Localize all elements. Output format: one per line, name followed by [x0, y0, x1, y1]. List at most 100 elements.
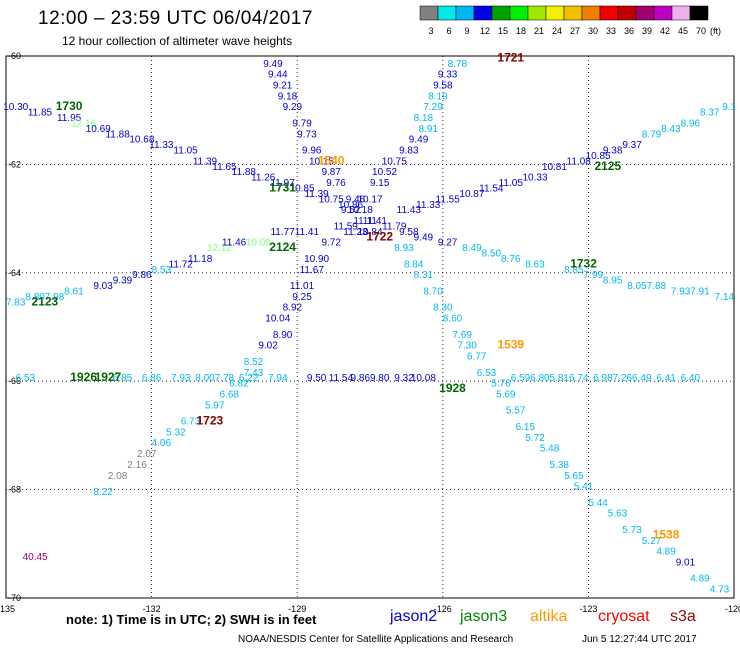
swh-value: 8.19 — [428, 91, 448, 102]
swh-value: 11.39 — [193, 156, 218, 167]
swh-value: 9.58 — [399, 227, 419, 238]
swh-value: 11.95 — [57, 113, 82, 124]
lat-tick-label: -66 — [8, 376, 21, 386]
swh-value: 9.58 — [433, 81, 453, 92]
swh-value: 11.54 — [329, 373, 354, 384]
swh-value: 6.53 — [477, 368, 497, 379]
lon-tick-label: -120 — [725, 604, 740, 614]
swh-value: 7.30 — [457, 341, 477, 352]
swh-value: 8.63 — [525, 259, 545, 270]
swh-value: 10.68 — [129, 135, 154, 146]
swh-value: 8.91 — [419, 124, 439, 135]
colorbar-label: 15 — [498, 26, 508, 36]
pass-time-label: 1723 — [196, 414, 223, 428]
swh-value: 10.52 — [372, 167, 397, 178]
swh-value: 5.48 — [540, 444, 560, 455]
swh-value: 9.03 — [93, 281, 113, 292]
swh-value: 10.08 — [411, 373, 436, 384]
swh-value: 6.80 — [530, 373, 550, 384]
swh-value: 9.52 — [341, 205, 361, 216]
swh-value: 9.18 — [278, 91, 298, 102]
swh-value: 11.18 — [188, 254, 213, 265]
swh-value: 4.89 — [656, 547, 676, 558]
swh-value: 10.75 — [382, 156, 407, 167]
legend-altika: altika — [530, 608, 568, 625]
swh-value: 8.90 — [273, 330, 293, 341]
swh-value: 11.72 — [169, 259, 194, 270]
swh-value: 10.17 — [357, 194, 382, 205]
pass-time-label: 2124 — [269, 240, 296, 254]
colorbar-label: 42 — [660, 26, 670, 36]
swh-value: 9.46 — [346, 194, 366, 205]
pass-time-label: 1928 — [439, 381, 466, 395]
lat-tick-label: -64 — [8, 268, 21, 278]
pass-time-label: 1539 — [497, 338, 524, 352]
swh-value: 11.97 — [270, 178, 295, 189]
swh-value: 9.72 — [321, 238, 341, 249]
pass-time-label: 1722 — [366, 229, 393, 243]
lon-tick-label: -126 — [434, 604, 452, 614]
swh-value: 11.41 — [363, 216, 388, 227]
lon-tick-label: -135 — [0, 604, 15, 614]
swh-value: 11.01 — [290, 281, 315, 292]
swh-value: 2.16 — [127, 460, 147, 471]
swh-value: 9.15 — [370, 178, 390, 189]
swh-value: 11.54 — [479, 184, 504, 195]
page-title: 12:00 – 23:59 UTC 06/04/2017 — [38, 8, 313, 29]
lat-tick-label: -70 — [8, 593, 21, 603]
swh-value: 10.30 — [3, 102, 28, 113]
swh-value: 6.22 — [239, 373, 259, 384]
swh-value: 5.44 — [588, 498, 608, 509]
swh-value: 10.87 — [459, 189, 484, 200]
colorbar-label: 24 — [552, 26, 562, 36]
swh-value: 8.00 — [195, 373, 215, 384]
swh-value: 9.27 — [438, 238, 458, 249]
pass-time-label: 1927 — [95, 370, 122, 384]
swh-value: 5.76 — [491, 379, 511, 390]
swh-value: 8.95 — [603, 276, 623, 287]
pass-time-label: 1730 — [56, 99, 83, 113]
swh-value: 11.33 — [416, 200, 441, 211]
swh-value: 9.38 — [603, 146, 623, 157]
swh-value: 7.93 — [671, 286, 691, 297]
swh-value: 2.07 — [137, 449, 157, 460]
swh-value: 9.02 — [258, 341, 278, 352]
swh-value: 7.91 — [690, 286, 710, 297]
swh-value: 9.83 — [399, 146, 419, 157]
pass-time-label: 2123 — [31, 294, 58, 308]
swh-value: 9.79 — [292, 118, 312, 129]
legend-s3a: s3a — [670, 608, 696, 625]
swh-value: 5.38 — [550, 460, 570, 471]
swh-value: 9.1 — [722, 102, 736, 113]
swh-value: 6.49 — [632, 373, 652, 384]
swh-value: 9.73 — [297, 129, 317, 140]
swh-value: 8.76 — [501, 254, 521, 265]
swh-value: 6.85 — [113, 373, 133, 384]
swh-value: 9.32 — [394, 373, 414, 384]
swh-value: 6.59 — [511, 373, 531, 384]
swh-value: 9.21 — [273, 81, 293, 92]
legend-jason2: jason2 — [390, 608, 438, 625]
swh-value: 11.43 — [397, 205, 422, 216]
swh-value: 11.85 — [28, 108, 53, 119]
swh-value: 11.33 — [149, 140, 174, 151]
swh-value: 8.31 — [414, 270, 434, 281]
swh-value: 9.50 — [307, 373, 327, 384]
colorbar-label: 6 — [446, 26, 451, 36]
colorbar-swatch — [689, 5, 709, 21]
swh-value: 10.84 — [357, 227, 382, 238]
lon-tick-label: -123 — [579, 604, 597, 614]
timestamp-text: Jun 5 12:27:44 UTC 2017 — [582, 634, 697, 645]
swh-value: 8.61 — [64, 286, 84, 297]
swh-value: 40.45 — [23, 552, 48, 563]
swh-value: 7.29 — [423, 102, 443, 113]
swh-value: 9.86 — [351, 373, 371, 384]
swh-value: 8.85 — [564, 265, 584, 276]
swh-value: 8.53 — [152, 265, 172, 276]
colorbar-label: 3 — [428, 26, 433, 36]
swh-value: 5.27 — [642, 536, 662, 547]
swh-value: 12.12 — [207, 243, 232, 254]
swh-value: 11.59 — [334, 221, 359, 232]
pass-time-label: 1538 — [653, 527, 680, 541]
swh-value: 10.15 — [309, 156, 334, 167]
